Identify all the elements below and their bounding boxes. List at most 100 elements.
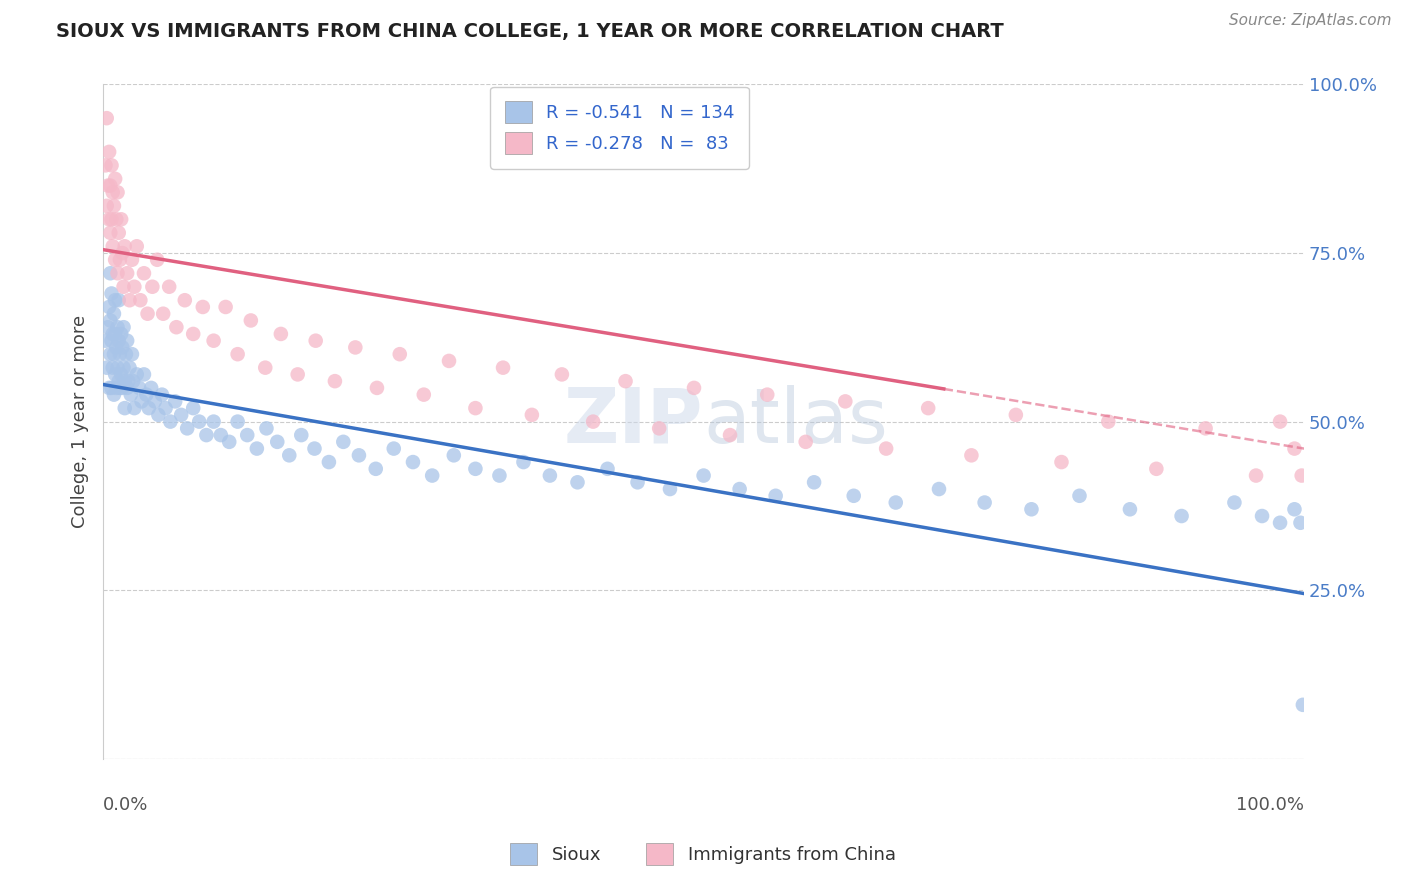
Point <box>278 448 301 462</box>
Point <box>128 381 150 395</box>
Point <box>115 347 138 361</box>
Point <box>226 347 249 361</box>
Point <box>648 421 671 435</box>
Point <box>120 387 142 401</box>
Point <box>834 394 856 409</box>
Point <box>1050 455 1073 469</box>
Point <box>121 252 143 267</box>
Point <box>94 158 117 172</box>
Point <box>115 334 138 348</box>
Point <box>1194 421 1216 435</box>
Point <box>1292 698 1315 712</box>
Point <box>110 326 132 341</box>
Point <box>138 401 160 416</box>
Point <box>115 266 138 280</box>
Point <box>884 495 907 509</box>
Point <box>1251 508 1274 523</box>
Point <box>254 360 277 375</box>
Point <box>124 401 146 416</box>
Point <box>226 415 249 429</box>
Point <box>132 266 155 280</box>
Point <box>111 246 134 260</box>
Point <box>492 360 515 375</box>
Point <box>100 286 122 301</box>
Point <box>118 293 141 308</box>
Point <box>98 212 121 227</box>
Point <box>100 158 122 172</box>
Point <box>596 462 619 476</box>
Point <box>98 347 121 361</box>
Point <box>364 462 387 476</box>
Point <box>146 252 169 267</box>
Point <box>318 455 340 469</box>
Point <box>104 252 127 267</box>
Point <box>538 468 561 483</box>
Point <box>152 307 174 321</box>
Point <box>115 381 138 395</box>
Point <box>103 387 125 401</box>
Point <box>214 300 236 314</box>
Point <box>756 387 779 401</box>
Point <box>98 145 121 159</box>
Point <box>143 394 166 409</box>
Point <box>191 300 214 314</box>
Point <box>112 279 135 293</box>
Point <box>114 239 136 253</box>
Point <box>412 387 434 401</box>
Point <box>218 434 240 449</box>
Point <box>323 374 346 388</box>
Point <box>96 360 118 375</box>
Point <box>305 334 328 348</box>
Point <box>121 347 143 361</box>
Point <box>104 368 127 382</box>
Point <box>692 468 714 483</box>
Point <box>105 341 128 355</box>
Point <box>1284 442 1306 456</box>
Point <box>108 252 131 267</box>
Point <box>582 415 605 429</box>
Point <box>464 401 486 416</box>
Point <box>98 313 121 327</box>
Point <box>420 468 443 483</box>
Text: SIOUX VS IMMIGRANTS FROM CHINA COLLEGE, 1 YEAR OR MORE CORRELATION CHART: SIOUX VS IMMIGRANTS FROM CHINA COLLEGE, … <box>56 22 1004 41</box>
Point <box>928 482 950 496</box>
Point <box>1005 408 1028 422</box>
Point <box>98 266 121 280</box>
Point <box>101 239 124 253</box>
Point <box>1119 502 1142 516</box>
Point <box>239 313 262 327</box>
Point <box>176 421 198 435</box>
Point <box>103 307 125 321</box>
Point <box>107 334 129 348</box>
Point <box>347 448 370 462</box>
Point <box>388 347 411 361</box>
Point <box>236 428 259 442</box>
Point <box>332 434 354 449</box>
Point <box>1097 415 1119 429</box>
Point <box>101 186 124 200</box>
Point <box>1170 508 1192 523</box>
Text: atlas: atlas <box>703 384 889 458</box>
Point <box>1268 415 1291 429</box>
Point <box>488 468 510 483</box>
Point <box>107 374 129 388</box>
Point <box>107 320 129 334</box>
Point <box>131 394 153 409</box>
Point <box>1069 489 1091 503</box>
Point <box>683 381 706 395</box>
Point <box>181 326 204 341</box>
Point <box>100 381 122 395</box>
Point <box>728 482 751 496</box>
Point <box>103 347 125 361</box>
Point <box>100 334 122 348</box>
Point <box>114 401 136 416</box>
Point <box>135 387 157 401</box>
Point <box>188 415 211 429</box>
Point <box>103 199 125 213</box>
Point <box>266 434 288 449</box>
Point <box>132 368 155 382</box>
Point <box>112 360 135 375</box>
Point <box>107 360 129 375</box>
Point <box>875 442 897 456</box>
Point <box>107 226 129 240</box>
